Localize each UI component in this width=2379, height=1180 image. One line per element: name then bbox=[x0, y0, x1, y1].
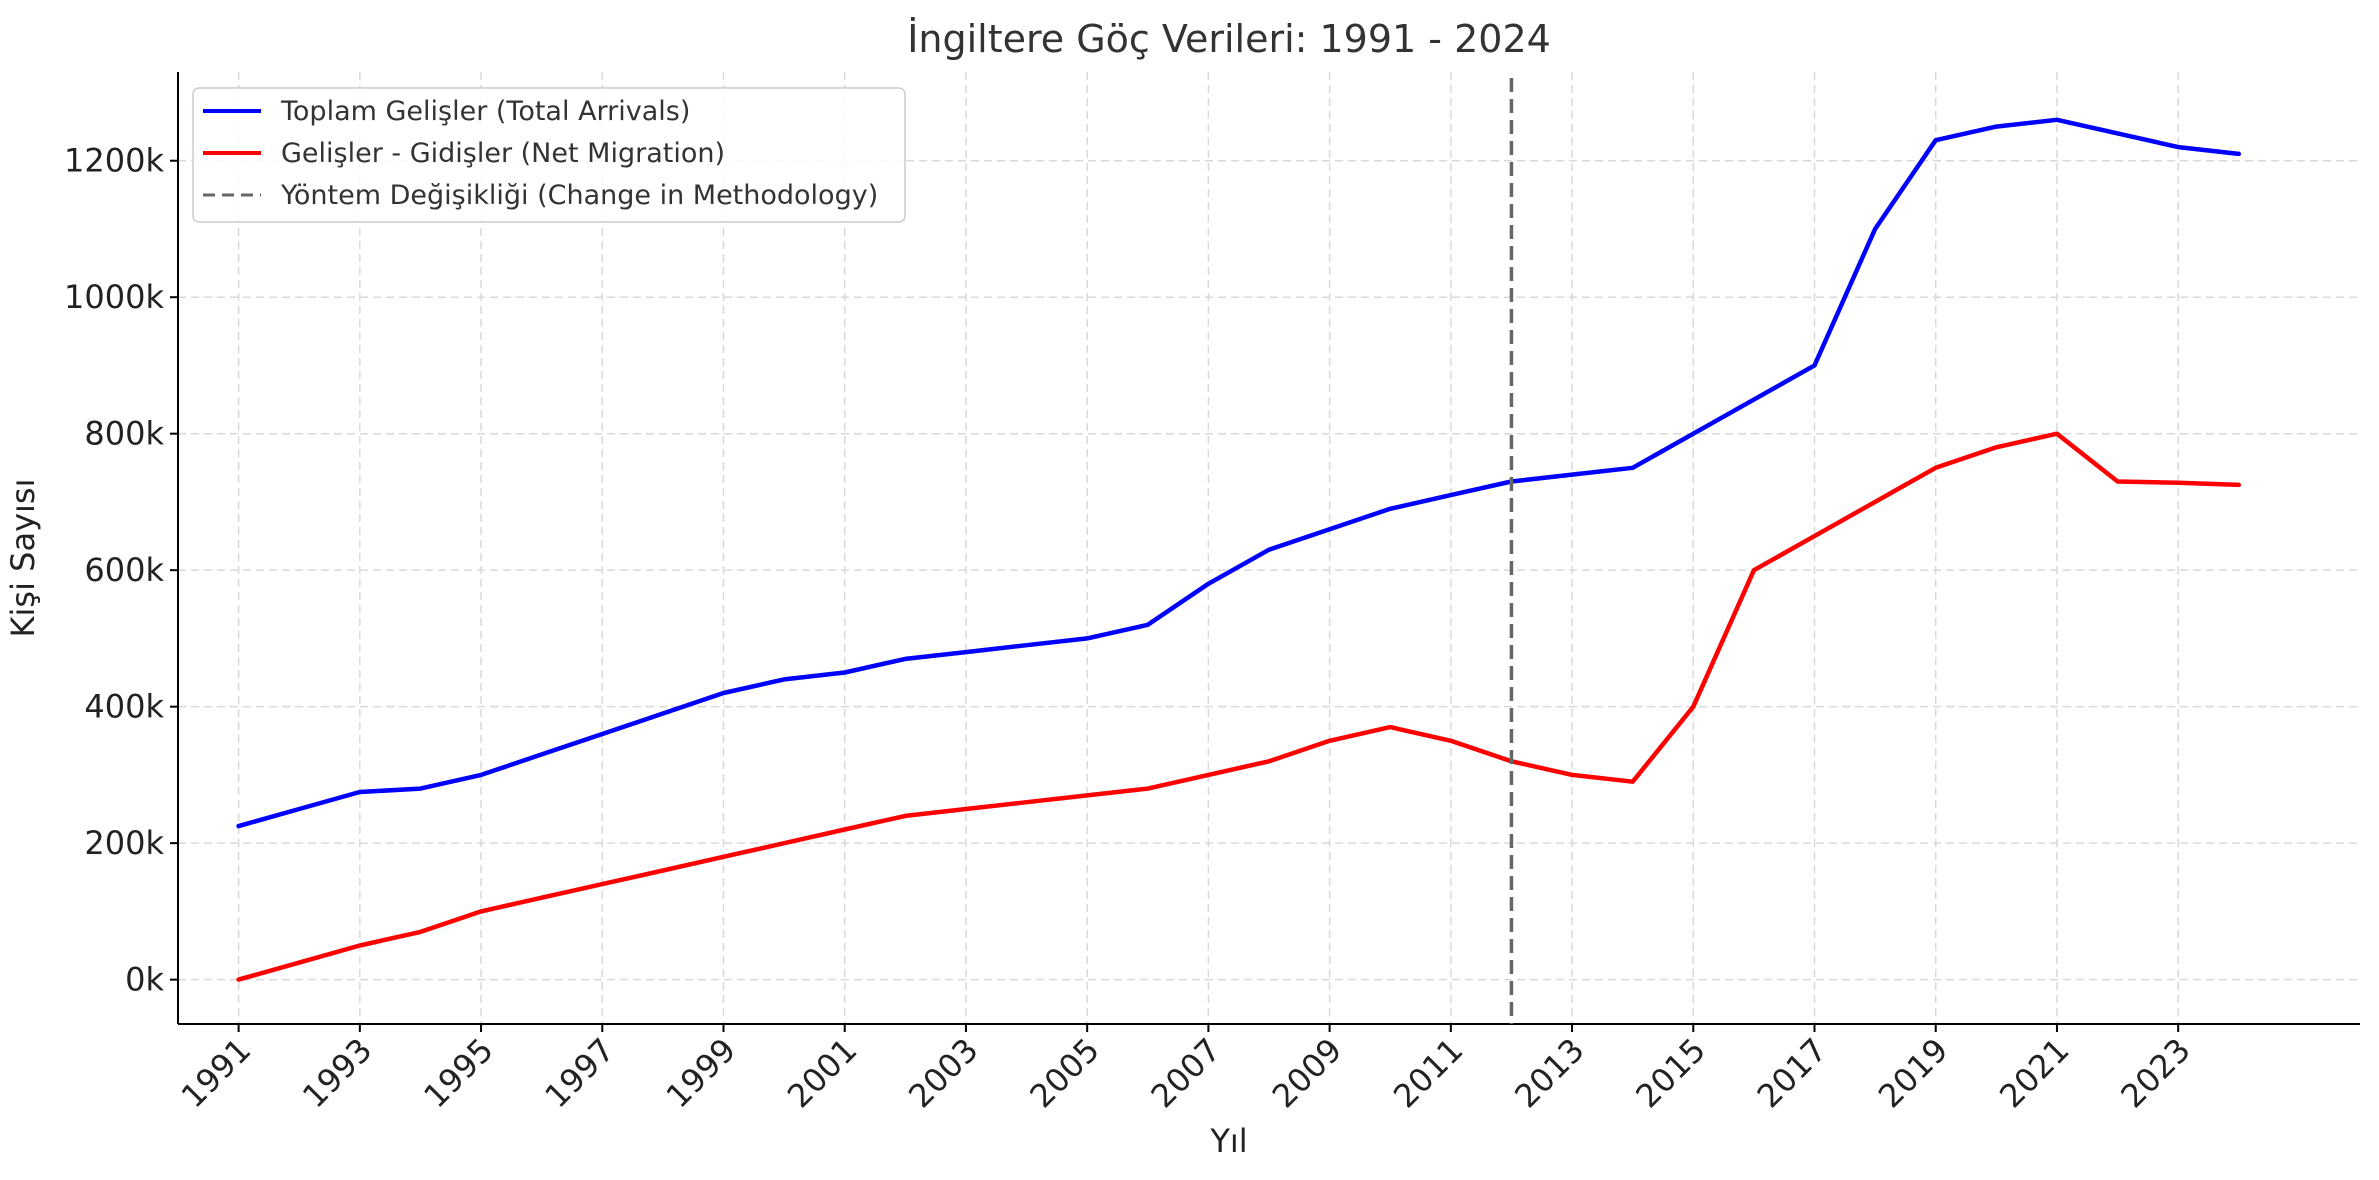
y-tick-label: 800k bbox=[84, 415, 164, 453]
x-tick-label: 2005 bbox=[1022, 1031, 1106, 1115]
x-tick-label: 2011 bbox=[1386, 1031, 1470, 1115]
y-tick-label: 200k bbox=[84, 824, 164, 862]
y-tick-label: 1000k bbox=[64, 278, 164, 316]
series-line-net-migration bbox=[236, 431, 2242, 982]
legend-label-total-arrivals: Toplam Gelişler (Total Arrivals) bbox=[280, 96, 690, 127]
axes bbox=[177, 72, 2360, 1025]
x-tick-label: 1991 bbox=[174, 1031, 258, 1115]
x-tick-label: 2017 bbox=[1750, 1031, 1834, 1115]
chart-title: İngiltere Göç Verileri: 1991 - 2024 bbox=[907, 17, 1551, 61]
x-tick-label: 2021 bbox=[1992, 1031, 2076, 1115]
y-axis-label: Kişi Sayısı bbox=[4, 479, 42, 638]
y-tick-label: 0k bbox=[125, 961, 164, 999]
x-tick-label: 2015 bbox=[1628, 1031, 1712, 1115]
x-tick-label: 2007 bbox=[1144, 1031, 1228, 1115]
x-tick-label: 2009 bbox=[1265, 1031, 1349, 1115]
x-tick-label: 1997 bbox=[537, 1031, 621, 1115]
x-tick-label: 1993 bbox=[295, 1031, 379, 1115]
y-tick-label: 600k bbox=[84, 551, 164, 589]
legend-box bbox=[192, 87, 906, 223]
y-tick-label: 400k bbox=[84, 688, 164, 726]
x-tick-label: 1999 bbox=[659, 1031, 743, 1115]
x-tick-label: 2013 bbox=[1507, 1031, 1591, 1115]
series bbox=[236, 117, 2242, 982]
legend: Toplam Gelişler (Total Arrivals) Gelişle… bbox=[192, 87, 906, 223]
x-tick-label: 2023 bbox=[2113, 1031, 2197, 1115]
x-tick-label: 2003 bbox=[901, 1031, 985, 1115]
legend-label-methodology: Yöntem Değişikliği (Change in Methodolog… bbox=[280, 180, 878, 211]
x-tick-label: 2001 bbox=[780, 1031, 864, 1115]
x-tick-label: 2019 bbox=[1871, 1031, 1955, 1115]
x-tick-label: 1995 bbox=[416, 1031, 500, 1115]
legend-label-net-migration: Gelişler - Gidişler (Net Migration) bbox=[281, 138, 725, 169]
series-line-total-arrivals bbox=[236, 117, 2242, 829]
x-axis-label: Yıl bbox=[1209, 1122, 1247, 1160]
grid bbox=[178, 72, 2360, 1024]
y-tick-label: 1200k bbox=[64, 142, 164, 180]
